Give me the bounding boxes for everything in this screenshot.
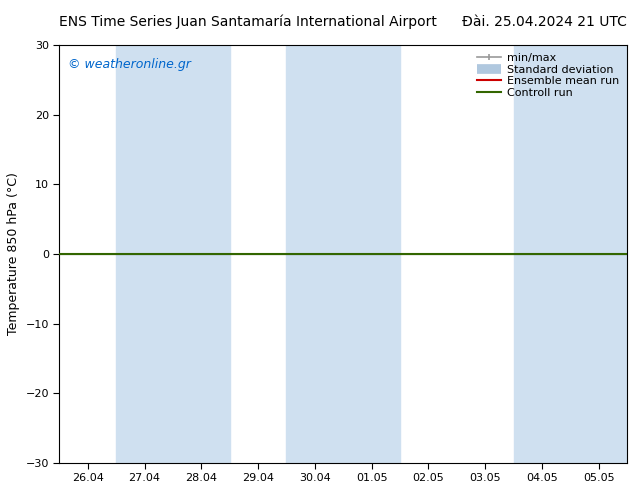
Text: © weatheronline.gr: © weatheronline.gr: [68, 58, 191, 71]
Legend: min/max, Standard deviation, Ensemble mean run, Controll run: min/max, Standard deviation, Ensemble me…: [475, 51, 621, 100]
Bar: [173, 45, 230, 463]
Bar: [343, 45, 400, 463]
Bar: [571, 45, 627, 463]
Text: Đài. 25.04.2024 21 UTC: Đài. 25.04.2024 21 UTC: [462, 15, 627, 29]
Y-axis label: Temperature 850 hPa (°C): Temperature 850 hPa (°C): [7, 172, 20, 335]
Text: ENS Time Series Juan Santamaría International Airport: ENS Time Series Juan Santamaría Internat…: [60, 15, 437, 29]
Bar: [116, 45, 173, 463]
Bar: [514, 45, 571, 463]
Bar: [287, 45, 343, 463]
